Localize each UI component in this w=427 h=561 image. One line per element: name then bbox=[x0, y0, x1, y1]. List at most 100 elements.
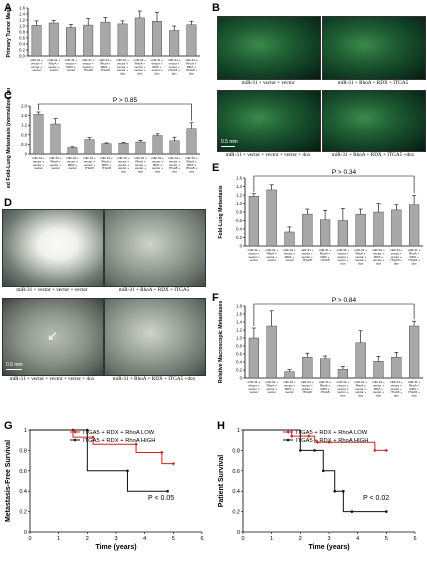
bar bbox=[169, 30, 180, 57]
y-tick-label: 0.4 bbox=[232, 489, 240, 495]
group-label: miR-31 + vector + RDX + vector + dox bbox=[372, 380, 385, 398]
y-tick-label: 2.0 bbox=[21, 104, 27, 109]
group-label: miR-31 + vector + vector + ITGA5 bbox=[83, 156, 96, 170]
x-tick-label: 3 bbox=[114, 536, 117, 542]
scale-label-d: 0.5 mm bbox=[6, 362, 23, 368]
legend-marker bbox=[286, 438, 290, 442]
bar bbox=[84, 139, 95, 155]
caption-b1: miR-31 + vector + vector bbox=[241, 80, 295, 86]
group-label: miR-31 + vector + vector + vector + dox bbox=[337, 380, 350, 398]
survival-curve-high bbox=[30, 429, 168, 492]
group-label: miR-31 + vector + vector + ITGA5 + dox bbox=[168, 156, 181, 174]
bar bbox=[186, 24, 197, 57]
y-tick-label: 0.8 bbox=[236, 344, 242, 349]
y-tick-label: 1 bbox=[24, 428, 27, 434]
panel-label-g: G bbox=[4, 420, 13, 432]
y-tick-label: 0.4 bbox=[236, 360, 242, 365]
y-tick-label: 1.4 bbox=[19, 12, 25, 17]
y-tick-label: 0.6 bbox=[236, 352, 242, 357]
caption-d4: miR-31 + RhoA + RDX + ITGA5 +dox bbox=[112, 376, 196, 382]
group-label: miR-31 + vector + RDX + vector bbox=[283, 380, 296, 394]
y-tick-label: 1.6 bbox=[236, 312, 242, 317]
group-label: miR-31 + vector + vector + vector + dox bbox=[116, 58, 129, 76]
censor-mark bbox=[333, 489, 337, 493]
y-tick-label: 0.2 bbox=[236, 235, 242, 240]
censor-mark bbox=[160, 450, 164, 455]
photo-b3: 0.5 mm bbox=[217, 90, 321, 152]
chart-g: 0 1 2 3 4 5 6 0 0.2 0.4 0.6 0.8 1 Time (years) Metasta… bbox=[5, 428, 204, 551]
y-tick-label: 1.4 bbox=[236, 320, 242, 325]
scale-bar-d bbox=[6, 369, 22, 370]
photo-d4 bbox=[104, 298, 206, 376]
group-label: miR-31 + RhoA + vector + vector bbox=[265, 380, 278, 394]
bar bbox=[266, 325, 277, 379]
y-tick-label: 1.0 bbox=[236, 336, 242, 341]
group-label: miR-31 + RhoA + RDX + ITGA5 + dox bbox=[408, 248, 421, 266]
y-tick-label: 1.2 bbox=[236, 328, 242, 333]
y-tick-label: 0 bbox=[240, 376, 243, 381]
bar bbox=[48, 22, 59, 57]
group-label: miR-31 + RhoA + RDX + ITGA5 bbox=[100, 156, 113, 170]
censor-mark bbox=[384, 448, 389, 453]
photo-d1 bbox=[2, 209, 104, 287]
bar bbox=[373, 360, 384, 379]
y-axis-label: Fold-Lung Metastasis bbox=[218, 185, 224, 238]
caption-b3: miR-31 + vector + vector + vector + dox bbox=[225, 152, 311, 158]
bar bbox=[337, 220, 348, 247]
bar bbox=[101, 143, 112, 155]
y-tick-label: 0.2 bbox=[19, 510, 27, 516]
x-tick-label: 6 bbox=[413, 536, 416, 542]
group-label: miR-31 + vector + vector + ITGA5 + dox bbox=[390, 248, 403, 266]
significance-bracket bbox=[253, 303, 415, 326]
x-tick-label: 5 bbox=[172, 536, 175, 542]
chart-c: 0 0.4 0.8 1.2 1.6 2.0 Normalized Fold-Lung Met… bbox=[6, 88, 200, 188]
y-tick-label: 1.6 bbox=[236, 176, 242, 181]
y-tick-label: 0.8 bbox=[232, 448, 240, 454]
y-tick-label: 1.2 bbox=[236, 193, 242, 198]
x-tick-label: 3 bbox=[327, 536, 330, 542]
bar bbox=[118, 143, 129, 155]
bar bbox=[152, 135, 163, 155]
caption-d1: miR-31 + vector + vector + vector bbox=[16, 287, 88, 293]
group-label: miR-31 + vector + RDX + vector bbox=[65, 58, 78, 72]
bar bbox=[66, 27, 76, 57]
censor-mark bbox=[313, 449, 316, 452]
group-label: miR-31 + RhoA + vector + vector + dox bbox=[134, 156, 147, 174]
censor-mark bbox=[91, 435, 95, 439]
y-axis-label: Relative Macroscopic Metastases bbox=[218, 301, 224, 384]
y-tick-label: 0.6 bbox=[232, 469, 240, 475]
significance-bracket bbox=[38, 103, 192, 121]
group-label: miR-31 + vector + vector + vector + dox bbox=[337, 248, 350, 266]
panel-g: G 0 1 2 3 4 5 6 0 0.2 0.4 0.6 0.8 1 Time (years) Metas… bbox=[0, 418, 212, 561]
group-label: miR-31 + RhoA + RDX + ITGA5 + dox bbox=[408, 380, 421, 398]
bar bbox=[391, 356, 402, 379]
bar bbox=[117, 23, 128, 57]
caption-b2: miR-31 + RhoA + RDX + ITGA5 bbox=[337, 80, 409, 86]
bar bbox=[50, 123, 61, 155]
group-label: miR-31 + vector + vector + ITGA5 + dox bbox=[168, 58, 181, 76]
x-tick-label: 2 bbox=[86, 536, 89, 542]
group-label: miR-31 + vector + vector + vector bbox=[248, 380, 261, 394]
legend-marker bbox=[286, 430, 290, 434]
bar bbox=[83, 24, 94, 57]
chart-a: 0.00.20.40.60.81.01.21.41.6 Primary Tumor… bbox=[6, 6, 200, 76]
panel-h: H 0 1 2 3 4 5 6 0 0.2 0.4 0.6 0.8 1 Time (years) Patie… bbox=[213, 418, 427, 561]
censor-mark bbox=[315, 440, 320, 444]
significance-bracket bbox=[253, 175, 415, 194]
legend-marker bbox=[73, 438, 77, 442]
arrow-icon: ↙ bbox=[47, 329, 58, 344]
bar bbox=[135, 141, 146, 155]
x-axis-label: Time (years) bbox=[308, 544, 349, 551]
panel-label-h: H bbox=[217, 420, 225, 432]
bar bbox=[409, 204, 420, 247]
panel-label-d: D bbox=[4, 197, 12, 209]
censor-mark bbox=[342, 489, 345, 493]
group-label: miR-31 + vector + vector + ITGA5 bbox=[301, 380, 314, 394]
group-label: miR-31 + vector + vector + ITGA5 bbox=[82, 58, 95, 72]
censor-mark bbox=[86, 428, 89, 432]
group-label: miR-31 + RhoA + vector + vector + dox bbox=[133, 58, 146, 76]
group-label: miR-31 + RhoA + RDX + ITGA5 + dox bbox=[185, 156, 198, 174]
chart-f: 0 0.2 0.4 0.6 0.8 1.0 1.2 1.4 1.6 1.8 Relative Mac… bbox=[218, 297, 423, 398]
panel-b: B miR-31 + vector + vector miR-31 + RhoA… bbox=[208, 0, 427, 160]
y-tick-label: 0 bbox=[25, 152, 28, 157]
